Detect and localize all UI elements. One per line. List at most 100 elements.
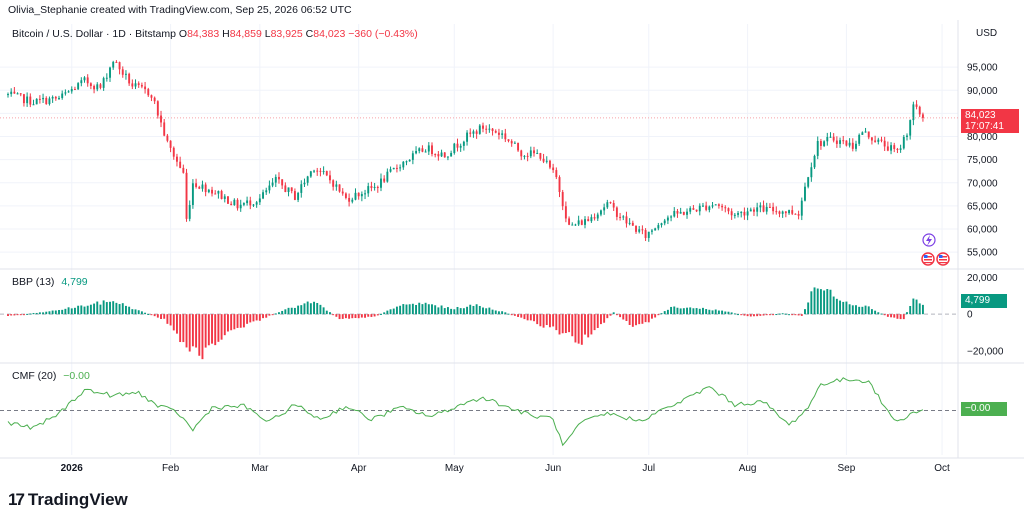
bbp-bar[interactable] <box>64 308 67 315</box>
candle-body[interactable] <box>383 178 386 182</box>
candle-body[interactable] <box>96 84 99 90</box>
bbp-bar[interactable] <box>357 314 360 319</box>
candle-body[interactable] <box>211 189 213 194</box>
bbp-bar[interactable] <box>341 314 344 319</box>
candle-body[interactable] <box>268 185 271 191</box>
candle-body[interactable] <box>242 203 245 205</box>
bbp-bar[interactable] <box>424 302 427 315</box>
candle-body[interactable] <box>902 137 905 149</box>
bbp-bar[interactable] <box>491 309 494 315</box>
candle-body[interactable] <box>807 177 810 187</box>
candle-body[interactable] <box>348 197 351 202</box>
candle-body[interactable] <box>220 191 223 199</box>
candle-body[interactable] <box>791 210 794 214</box>
bbp-bar[interactable] <box>58 310 60 315</box>
candle-body[interactable] <box>437 154 440 157</box>
bbp-bar[interactable] <box>615 314 618 316</box>
bbp-bar[interactable] <box>48 311 51 315</box>
candle-body[interactable] <box>399 167 402 169</box>
candle-body[interactable] <box>427 145 430 152</box>
bbp-bar[interactable] <box>431 304 433 315</box>
candle-body[interactable] <box>233 199 236 206</box>
bbp-bar[interactable] <box>319 304 322 315</box>
candle-body[interactable] <box>274 176 277 183</box>
candle-body[interactable] <box>22 94 25 104</box>
candle-body[interactable] <box>99 84 102 88</box>
candle-body[interactable] <box>42 97 45 100</box>
candle-body[interactable] <box>631 222 634 226</box>
bbp-bar[interactable] <box>160 314 162 320</box>
bbp-bar[interactable] <box>523 314 526 320</box>
bbp-bar[interactable] <box>293 307 296 315</box>
candle-body[interactable] <box>858 134 861 144</box>
bbp-bar[interactable] <box>890 314 893 318</box>
candle-body[interactable] <box>395 167 398 169</box>
candle-body[interactable] <box>86 77 89 84</box>
candle-body[interactable] <box>765 206 768 212</box>
bbp-bar[interactable] <box>338 314 341 320</box>
candle-body[interactable] <box>855 143 857 149</box>
bbp-bar[interactable] <box>533 314 535 322</box>
bbp-bar[interactable] <box>51 310 54 315</box>
bbp-bar[interactable] <box>395 306 398 315</box>
bbp-bar[interactable] <box>721 310 724 315</box>
candle-body[interactable] <box>886 146 889 151</box>
bbp-bar[interactable] <box>564 314 567 334</box>
bbp-bar[interactable] <box>456 306 459 315</box>
candle-body[interactable] <box>45 97 48 105</box>
candle-body[interactable] <box>137 83 140 85</box>
bbp-bar[interactable] <box>921 304 924 315</box>
candle-body[interactable] <box>156 101 159 116</box>
bbp-bar[interactable] <box>488 307 491 315</box>
bbp-bar[interactable] <box>590 314 593 335</box>
candle-body[interactable] <box>717 204 720 206</box>
bbp-bar[interactable] <box>845 301 848 315</box>
candle-body[interactable] <box>230 203 233 206</box>
bbp-bar[interactable] <box>784 313 787 315</box>
candle-body[interactable] <box>293 191 296 200</box>
candle-body[interactable] <box>702 205 704 207</box>
candle-body[interactable] <box>354 192 357 200</box>
bbp-bar[interactable] <box>552 314 555 327</box>
candle-body[interactable] <box>870 137 873 141</box>
candle-body[interactable] <box>819 141 822 146</box>
bbp-bar[interactable] <box>121 303 124 315</box>
candle-body[interactable] <box>402 161 405 168</box>
candle-body[interactable] <box>641 229 644 231</box>
candle-body[interactable] <box>915 104 918 107</box>
candle-body[interactable] <box>258 198 261 203</box>
candle-body[interactable] <box>784 211 787 214</box>
candle-body[interactable] <box>759 205 762 208</box>
bbp-bar[interactable] <box>848 304 851 315</box>
bbp-bar[interactable] <box>695 308 698 315</box>
bbp-bar[interactable] <box>762 314 765 316</box>
candle-body[interactable] <box>529 150 532 157</box>
bbp-bar[interactable] <box>300 305 303 315</box>
candle-body[interactable] <box>313 170 315 172</box>
bbp-bar[interactable] <box>896 314 899 319</box>
time-axis[interactable]: 2026 Feb Mar Apr May Jun Jul Aug Sep Oct <box>61 463 950 474</box>
candle-body[interactable] <box>140 84 143 87</box>
candle-body[interactable] <box>35 98 38 105</box>
candle-body[interactable] <box>357 192 360 197</box>
candle-body[interactable] <box>571 224 574 226</box>
candle-body[interactable] <box>134 83 137 87</box>
bbp-bar[interactable] <box>561 314 564 334</box>
bbp-bar[interactable] <box>453 309 456 315</box>
candle-body[interactable] <box>548 160 551 168</box>
candle-body[interactable] <box>415 151 418 154</box>
candle-body[interactable] <box>488 128 491 130</box>
bbp-bar[interactable] <box>548 314 551 328</box>
bbp-bar[interactable] <box>826 289 829 315</box>
bbp-bar[interactable] <box>329 312 331 315</box>
bbp-bar[interactable] <box>877 312 880 315</box>
candle-body[interactable] <box>297 192 300 200</box>
bbp-bar[interactable] <box>829 289 832 315</box>
bbp-bar[interactable] <box>692 308 695 315</box>
bbp-bar[interactable] <box>109 301 111 315</box>
candle-body[interactable] <box>271 182 274 186</box>
bbp-bar[interactable] <box>93 303 96 315</box>
candle-body[interactable] <box>64 92 67 94</box>
bbp-bar[interactable] <box>32 313 35 315</box>
bbp-bar[interactable] <box>188 314 191 352</box>
